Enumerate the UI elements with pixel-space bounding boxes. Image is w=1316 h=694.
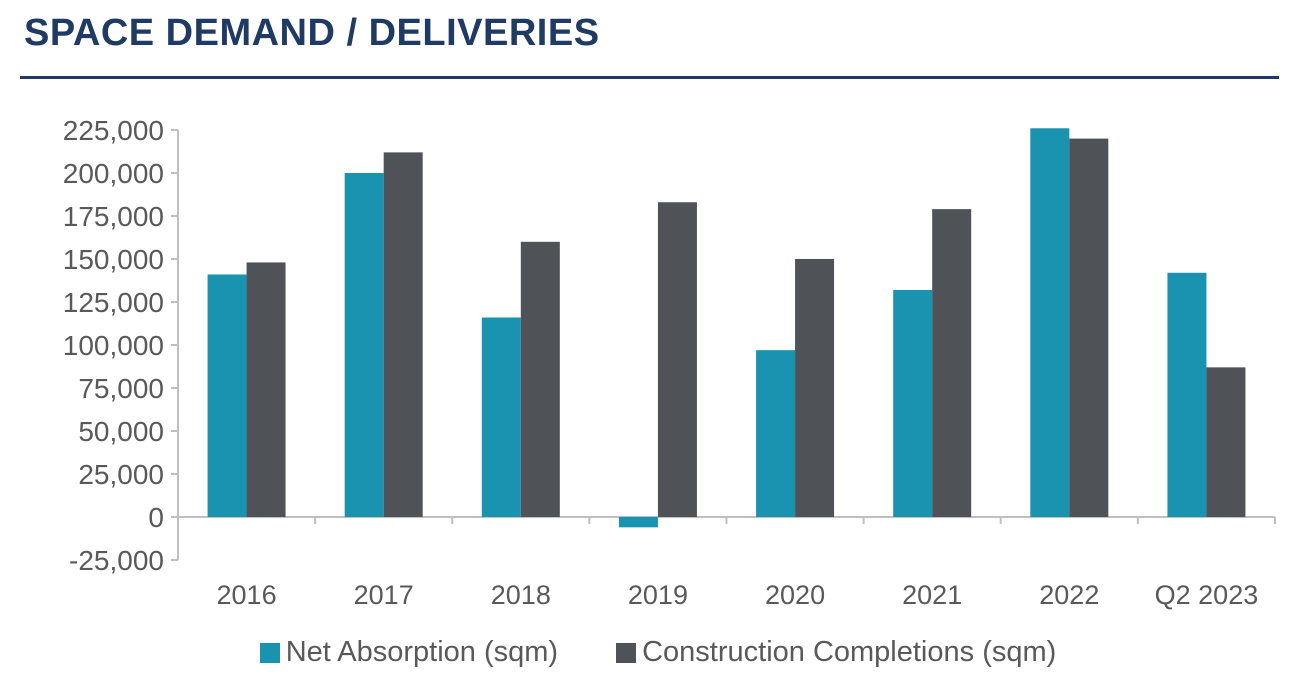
bar-net-absorption-2017 xyxy=(344,173,384,517)
bar-net-absorption-q2-2023 xyxy=(1167,272,1207,517)
x-tick-label: 2022 xyxy=(1039,580,1099,610)
x-tick-label: 2017 xyxy=(354,580,414,610)
legend-swatch-net-absorption xyxy=(259,642,280,663)
y-tick-label: 50,000 xyxy=(78,416,164,447)
x-tick-label: Q2 2023 xyxy=(1155,580,1259,610)
legend: Net Absorption (sqm) Construction Comple… xyxy=(0,636,1316,669)
bar-construction-completions-2019 xyxy=(657,202,697,518)
x-tick-label: 2020 xyxy=(765,580,825,610)
y-tick-label: 125,000 xyxy=(63,287,164,318)
y-tick-label: 0 xyxy=(148,502,164,533)
legend-swatch-construction-completions xyxy=(616,642,637,663)
bar-net-absorption-2020 xyxy=(756,350,796,517)
y-tick-label: 150,000 xyxy=(63,244,164,275)
y-tick-label: 175,000 xyxy=(63,201,164,232)
bar-construction-completions-2020 xyxy=(795,259,835,517)
y-tick-label: 200,000 xyxy=(63,158,164,189)
legend-item-net-absorption[interactable]: Net Absorption (sqm) xyxy=(259,636,559,669)
bar-net-absorption-2021 xyxy=(893,289,933,517)
chart-title: SPACE DEMAND / DELIVERIES xyxy=(24,12,600,54)
legend-label-net-absorption: Net Absorption (sqm) xyxy=(285,636,559,668)
title-divider xyxy=(20,76,1279,79)
bar-net-absorption-2019 xyxy=(618,517,658,528)
x-tick-label: 2016 xyxy=(217,580,277,610)
legend-label-construction-completions: Construction Completions (sqm) xyxy=(642,636,1057,668)
y-tick-label: 75,000 xyxy=(78,373,164,404)
bar-net-absorption-2018 xyxy=(481,317,521,517)
bar-construction-completions-2016 xyxy=(246,262,286,517)
bar-construction-completions-2018 xyxy=(520,241,560,518)
legend-item-construction-completions[interactable]: Construction Completions (sqm) xyxy=(616,636,1056,669)
bar-net-absorption-2022 xyxy=(1030,128,1070,517)
bar-construction-completions-q2-2023 xyxy=(1206,367,1246,517)
y-tick-label: 25,000 xyxy=(78,459,164,490)
x-tick-label: 2018 xyxy=(491,580,551,610)
bar-net-absorption-2016 xyxy=(207,274,247,517)
x-tick-label: 2019 xyxy=(628,580,688,610)
bar-construction-completions-2021 xyxy=(932,209,972,517)
y-tick-label: -25,000 xyxy=(69,545,164,576)
bar-construction-completions-2017 xyxy=(383,152,423,518)
x-tick-label: 2021 xyxy=(902,580,962,610)
bar-construction-completions-2022 xyxy=(1069,138,1109,517)
y-tick-label: 225,000 xyxy=(63,115,164,146)
y-tick-label: 100,000 xyxy=(63,330,164,361)
